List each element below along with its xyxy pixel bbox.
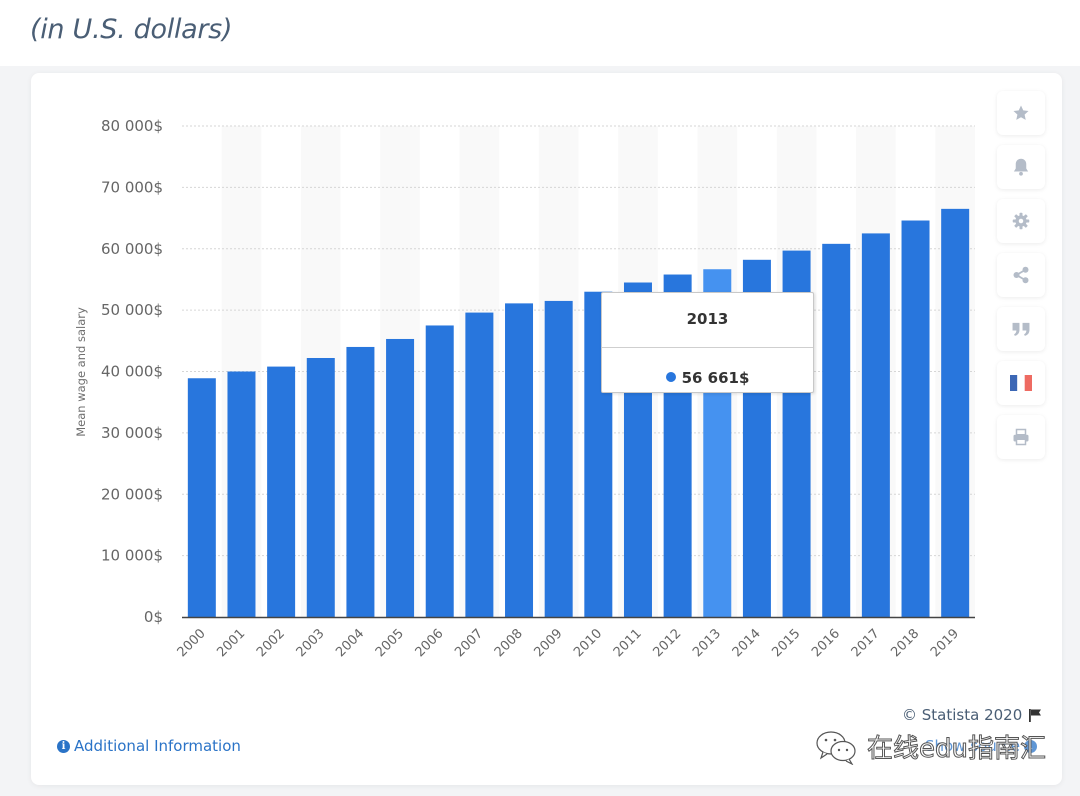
bar-2017[interactable] — [861, 233, 890, 617]
chart-tooltip: 2013 56 661$ — [601, 292, 814, 393]
x-tick-label: 2015 — [769, 626, 803, 660]
x-tick-label: 2000 — [175, 626, 209, 660]
info-icon: i — [57, 739, 70, 753]
tooltip-value: 56 661$ — [681, 369, 750, 387]
x-tick-label: 2008 — [492, 626, 526, 660]
bar-2009[interactable] — [544, 300, 573, 617]
bar-2007[interactable] — [465, 312, 494, 617]
bar-2018[interactable] — [901, 220, 930, 617]
copyright-text: © Statista 2020 — [902, 706, 1023, 724]
bar-2003[interactable] — [306, 357, 335, 617]
bar-2005[interactable] — [386, 338, 415, 617]
x-tick-label: 2002 — [254, 626, 288, 660]
bar-2016[interactable] — [822, 243, 851, 617]
x-tick-label: 2012 — [650, 626, 684, 660]
y-tick-label: 70 000$ — [101, 178, 163, 196]
gear-icon — [1012, 212, 1030, 230]
tooltip-title: 2013 — [686, 310, 729, 328]
x-tick-label: 2019 — [928, 626, 962, 660]
copyright-notice: © Statista 2020 — [902, 706, 1042, 724]
header-band — [0, 0, 1080, 66]
show-source-link[interactable]: Show source i — [925, 737, 1038, 755]
print-button[interactable] — [997, 415, 1045, 459]
x-tick-label: 2003 — [294, 626, 328, 660]
tooltip-divider — [602, 347, 813, 348]
language-button[interactable] — [997, 361, 1045, 405]
wechat-icon — [816, 730, 856, 765]
side-toolbar — [997, 91, 1045, 469]
y-tick-label: 20 000$ — [101, 485, 163, 503]
x-tick-label: 2009 — [531, 626, 565, 660]
x-tick-label: 2016 — [809, 626, 843, 660]
share-button[interactable] — [997, 253, 1045, 297]
bell-icon — [1013, 158, 1029, 176]
additional-information-label: Additional Information — [74, 737, 241, 755]
y-tick-label: 0$ — [144, 608, 163, 626]
y-tick-label: 60 000$ — [101, 240, 163, 258]
y-axis-ticks: 0$ 10 000$ 20 000$ 30 000$ 40 000$ 50 000$ 60 … — [101, 117, 163, 626]
x-tick-label: 2010 — [571, 626, 605, 660]
x-tick-label: 2001 — [214, 626, 248, 660]
y-tick-label: 30 000$ — [101, 424, 163, 442]
x-tick-label: 2007 — [452, 626, 486, 660]
bar-2002[interactable] — [267, 366, 296, 617]
x-tick-label: 2005 — [373, 626, 407, 660]
bar-2000[interactable] — [187, 378, 216, 617]
y-tick-label: 40 000$ — [101, 363, 163, 381]
y-tick-label: 50 000$ — [101, 301, 163, 319]
star-icon — [1013, 105, 1029, 120]
bar-2006[interactable] — [425, 325, 454, 617]
tooltip-value-row: 56 661$ — [602, 369, 813, 387]
show-source-label: Show source — [925, 737, 1021, 755]
bar-2019[interactable] — [941, 208, 970, 617]
x-axis-ticks: 2000 2001 2002 2003 2004 2005 2006 2007 2008 2009… — [175, 626, 962, 660]
x-tick-label: 2013 — [690, 626, 724, 660]
y-axis-label: Mean wage and salary — [74, 307, 88, 437]
x-tick-label: 2017 — [849, 626, 883, 660]
notification-button[interactable] — [997, 145, 1045, 189]
x-tick-label: 2006 — [413, 626, 447, 660]
x-tick-label: 2011 — [611, 626, 645, 660]
watermark: 在线edu指南汇 — [815, 728, 1046, 765]
settings-button[interactable] — [997, 199, 1045, 243]
print-icon — [1013, 428, 1029, 446]
x-tick-label: 2004 — [333, 626, 367, 660]
bar-2008[interactable] — [505, 303, 534, 617]
share-icon — [1013, 266, 1029, 284]
bar-2001[interactable] — [227, 371, 256, 618]
french-flag-icon — [1010, 375, 1032, 391]
show-source-info-icon: i — [1024, 739, 1038, 753]
y-tick-label: 80 000$ — [101, 117, 163, 135]
y-tick-label: 10 000$ — [101, 547, 163, 565]
report-flag-icon[interactable] — [1028, 708, 1042, 722]
chart-subtitle: (in U.S. dollars) — [30, 14, 233, 45]
x-tick-label: 2018 — [888, 626, 922, 660]
series-dot-icon — [665, 372, 676, 382]
favorite-button[interactable] — [997, 91, 1045, 135]
x-tick-label: 2014 — [730, 626, 764, 660]
quote-icon — [1012, 322, 1030, 336]
cite-button[interactable] — [997, 307, 1045, 351]
bar-2004[interactable] — [346, 346, 375, 617]
additional-information-link[interactable]: i Additional Information — [57, 737, 241, 755]
watermark-text: 在线edu指南汇 — [867, 734, 1047, 765]
